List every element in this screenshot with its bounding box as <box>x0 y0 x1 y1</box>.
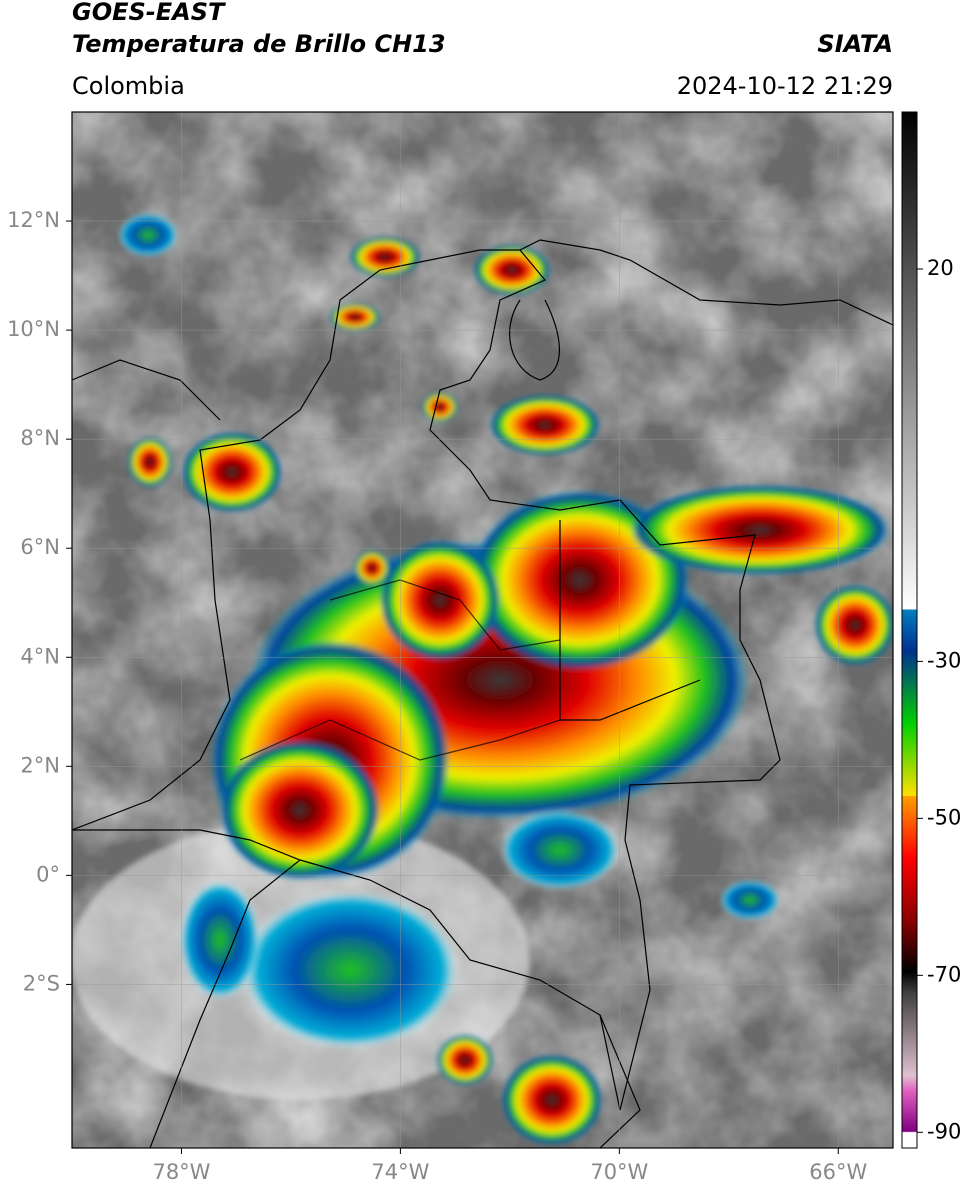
y-tick-label: 2°N <box>20 753 60 777</box>
x-tick-label: 70°W <box>590 1160 648 1184</box>
y-tick-label: 8°N <box>20 426 60 450</box>
colorbar-tick-label: -90 <box>927 1119 961 1143</box>
y-tick-label: 10°N <box>7 317 60 341</box>
y-tick-label: 2°S <box>23 971 60 995</box>
colorbar-tick-label: 20 <box>927 256 954 280</box>
satellite-image <box>72 112 893 1148</box>
colorbar-tick-label: -50 <box>927 805 961 829</box>
title: GOES-EAST <box>72 0 226 26</box>
colorbar-tick-label: -30 <box>927 648 961 672</box>
x-tick-label: 74°W <box>371 1160 429 1184</box>
y-tick-label: 0° <box>36 862 60 886</box>
map-frame <box>71 111 894 1149</box>
region: Colombia <box>72 72 185 100</box>
colorbar-tick-label: -70 <box>927 962 961 986</box>
datetime: 2024-10-12 21:29 <box>677 72 893 100</box>
x-tick-label: 66°W <box>809 1160 867 1184</box>
colorbar <box>901 111 918 1149</box>
y-tick-label: 6°N <box>20 535 60 559</box>
subtitle: Temperatura de Brillo CH13 <box>72 30 446 58</box>
y-tick-label: 12°N <box>7 208 60 232</box>
source: SIATA <box>817 30 893 58</box>
y-tick-label: 4°N <box>20 644 60 668</box>
x-tick-label: 78°W <box>152 1160 210 1184</box>
